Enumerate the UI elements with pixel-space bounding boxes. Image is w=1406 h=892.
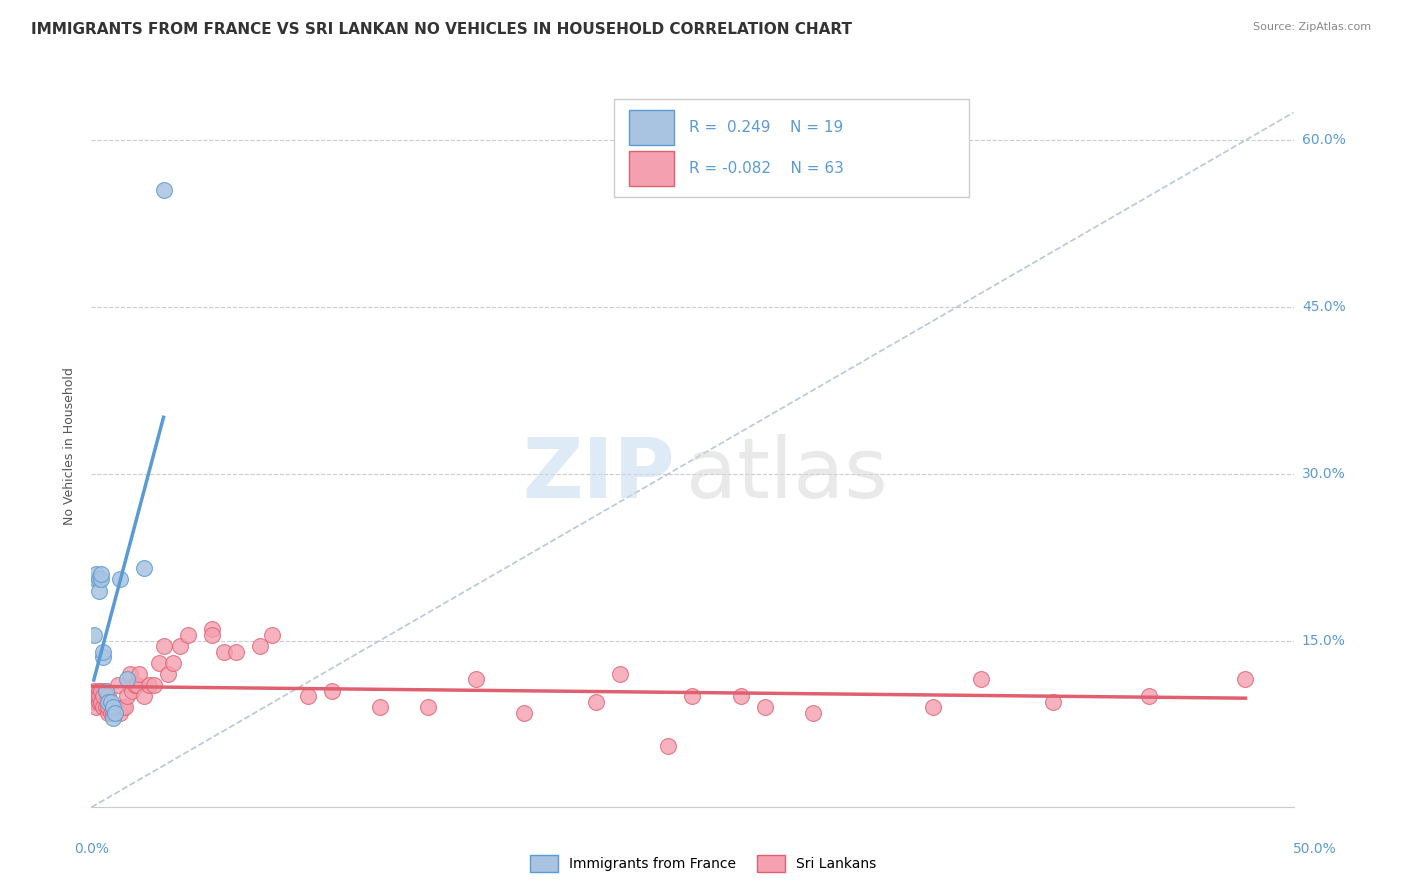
Text: Source: ZipAtlas.com: Source: ZipAtlas.com xyxy=(1253,22,1371,32)
Point xyxy=(84,566,107,581)
Point xyxy=(101,706,124,720)
Point xyxy=(117,689,139,703)
Point xyxy=(201,628,224,642)
Point xyxy=(609,666,631,681)
Point xyxy=(97,700,120,714)
Text: atlas: atlas xyxy=(686,434,889,516)
Point xyxy=(142,678,165,692)
Point xyxy=(110,573,132,587)
Bar xyxy=(628,110,675,145)
Point xyxy=(260,628,283,642)
Point xyxy=(922,700,945,714)
Y-axis label: No Vehicles in Household: No Vehicles in Household xyxy=(63,368,76,524)
Point xyxy=(1042,695,1064,709)
Point xyxy=(121,683,143,698)
Point xyxy=(87,695,110,709)
Text: 50.0%: 50.0% xyxy=(1292,842,1337,856)
Point xyxy=(970,673,993,687)
Point xyxy=(83,628,105,642)
Point xyxy=(87,683,110,698)
Point xyxy=(90,566,112,581)
Point xyxy=(94,700,117,714)
Point xyxy=(84,573,107,587)
Point xyxy=(87,689,110,703)
Point xyxy=(110,706,132,720)
Point xyxy=(111,700,134,714)
Point xyxy=(1137,689,1160,703)
Point xyxy=(754,700,776,714)
Point xyxy=(465,673,488,687)
Legend: Immigrants from France, Sri Lankans: Immigrants from France, Sri Lankans xyxy=(524,850,882,878)
Text: 30.0%: 30.0% xyxy=(1302,467,1346,481)
Text: 0.0%: 0.0% xyxy=(75,842,108,856)
Point xyxy=(114,700,136,714)
Point xyxy=(138,678,160,692)
Point xyxy=(90,573,112,587)
Point xyxy=(201,623,224,637)
Point xyxy=(84,700,107,714)
Point xyxy=(118,666,141,681)
Text: IMMIGRANTS FROM FRANCE VS SRI LANKAN NO VEHICLES IN HOUSEHOLD CORRELATION CHART: IMMIGRANTS FROM FRANCE VS SRI LANKAN NO … xyxy=(31,22,852,37)
Point xyxy=(148,656,170,670)
Point xyxy=(104,706,127,720)
Bar xyxy=(628,152,675,186)
Point xyxy=(368,700,391,714)
Point xyxy=(225,645,247,659)
Point xyxy=(321,683,343,698)
Point xyxy=(730,689,752,703)
Point xyxy=(93,645,115,659)
Point xyxy=(134,689,156,703)
Point xyxy=(212,645,235,659)
Point xyxy=(117,673,139,687)
Point xyxy=(100,695,122,709)
Text: 45.0%: 45.0% xyxy=(1302,300,1346,314)
Point xyxy=(107,678,129,692)
Point xyxy=(93,700,115,714)
Point xyxy=(134,561,156,575)
Point xyxy=(176,628,198,642)
Text: R = -0.082    N = 63: R = -0.082 N = 63 xyxy=(689,161,844,176)
Text: ZIP: ZIP xyxy=(522,434,675,516)
Text: R =  0.249    N = 19: R = 0.249 N = 19 xyxy=(689,120,844,135)
Point xyxy=(93,689,115,703)
Point xyxy=(157,666,180,681)
Point xyxy=(513,706,536,720)
Text: 60.0%: 60.0% xyxy=(1302,133,1346,147)
Point xyxy=(104,700,127,714)
Point xyxy=(585,695,607,709)
Point xyxy=(128,666,150,681)
Point xyxy=(90,695,112,709)
Point xyxy=(125,678,148,692)
Point xyxy=(97,706,120,720)
Point xyxy=(297,689,319,703)
Point xyxy=(801,706,824,720)
Point xyxy=(93,650,115,665)
Point xyxy=(152,639,174,653)
Point xyxy=(97,689,120,703)
Point xyxy=(87,695,110,709)
Point xyxy=(84,689,107,703)
Point xyxy=(169,639,191,653)
Point xyxy=(1234,673,1257,687)
Point xyxy=(87,573,110,587)
Point xyxy=(83,695,105,709)
FancyBboxPatch shape xyxy=(614,99,969,197)
Point xyxy=(90,683,112,698)
Point xyxy=(162,656,184,670)
Point xyxy=(101,711,124,725)
Point xyxy=(416,700,439,714)
Point xyxy=(101,700,124,714)
Point xyxy=(657,739,679,753)
Point xyxy=(94,683,117,698)
Point xyxy=(124,678,146,692)
Point xyxy=(94,683,117,698)
Text: 15.0%: 15.0% xyxy=(1302,633,1346,648)
Point xyxy=(97,695,120,709)
Point xyxy=(681,689,703,703)
Point xyxy=(87,583,110,598)
Point xyxy=(83,683,105,698)
Point xyxy=(152,183,174,197)
Point xyxy=(100,706,122,720)
Point xyxy=(249,639,271,653)
